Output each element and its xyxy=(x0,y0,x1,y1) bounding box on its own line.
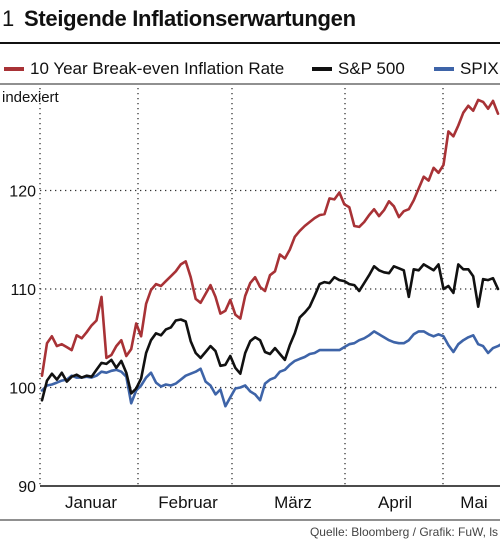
chart-title: Steigende Inflationserwartungen xyxy=(24,6,356,31)
x-tick-label: Februar xyxy=(158,493,218,512)
x-tick-label: Januar xyxy=(65,493,117,512)
y-tick-label: 90 xyxy=(18,479,36,496)
series-line-1 xyxy=(40,98,500,378)
series-line-3 xyxy=(40,330,500,408)
chart-source: Quelle: Bloomberg / Grafik: FuW, ls xyxy=(309,525,498,539)
series-line-2 xyxy=(40,263,500,402)
figure-number: 1 xyxy=(2,6,15,31)
x-tick-label: Mai xyxy=(460,493,487,512)
y-tick-label: 110 xyxy=(10,282,36,299)
chart-title-bar: 1 Steigende Inflationserwartungen xyxy=(0,0,500,40)
x-tick-label: März xyxy=(274,493,312,512)
y-tick-label: 100 xyxy=(9,381,36,398)
legend-label-2: S&P 500 xyxy=(338,59,405,78)
y-axis-label: indexiert xyxy=(2,89,60,106)
y-tick-label: 120 xyxy=(9,184,36,201)
title-rule xyxy=(0,42,500,44)
x-tick-label: April xyxy=(378,493,412,512)
line-chart: 10 Year Break-even Inflation Rate S&P 500… xyxy=(0,59,500,521)
legend-label-3: SPIX xyxy=(460,59,499,78)
legend-label-1: 10 Year Break-even Inflation Rate xyxy=(30,59,284,78)
